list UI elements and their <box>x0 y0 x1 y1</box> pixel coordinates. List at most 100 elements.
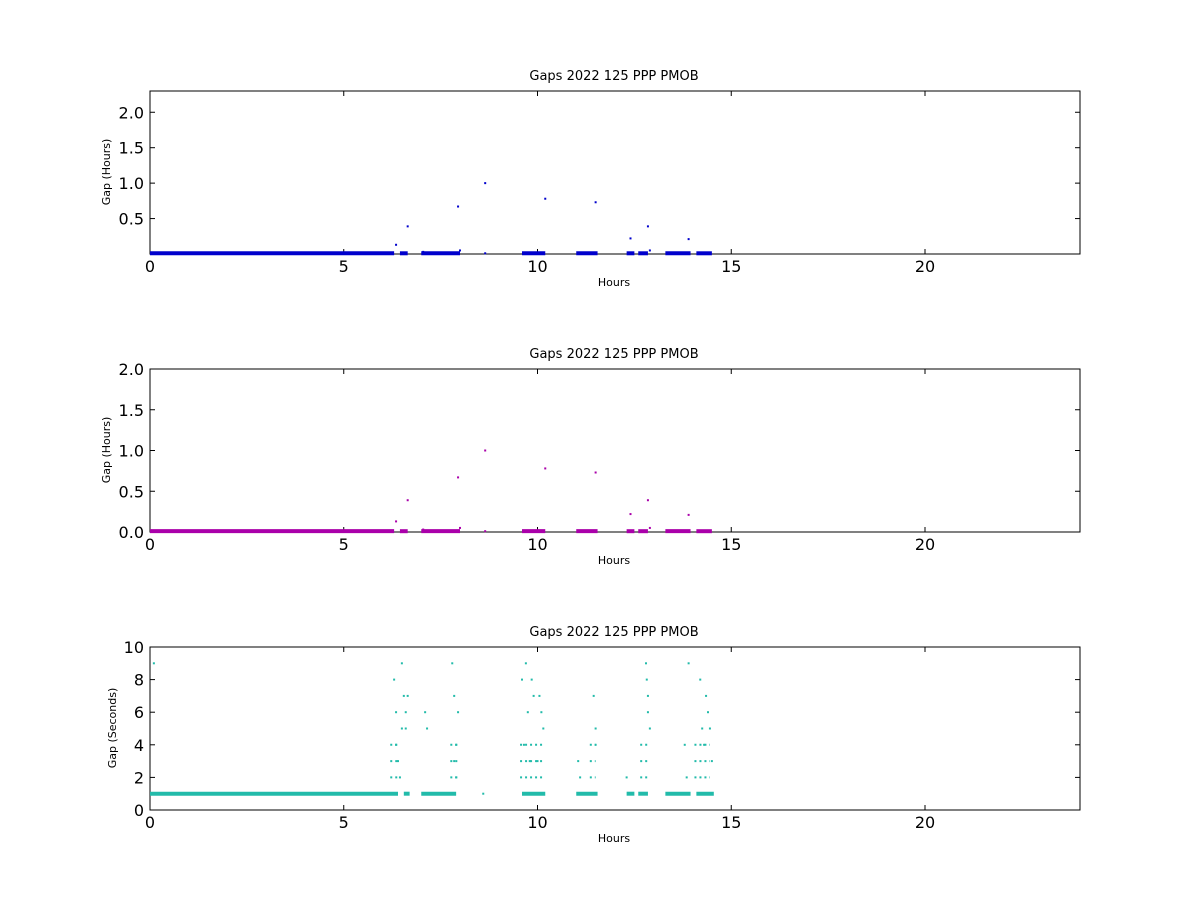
x-tick-label: 0 <box>145 813 155 832</box>
data-point <box>402 694 405 697</box>
y-tick-label: 1.5 <box>119 139 144 158</box>
x-tick-label: 10 <box>527 813 547 832</box>
data-point <box>627 792 630 795</box>
x-tick-label: 5 <box>339 257 349 276</box>
data-point <box>594 727 597 730</box>
data-point <box>579 776 582 779</box>
chart-panel-middle: Gaps 2022 125 PPP PMOB Hours Gap (Hours)… <box>100 347 1081 567</box>
data-point <box>530 678 533 681</box>
y-tick-label: 1.0 <box>119 174 144 193</box>
data-point <box>451 662 454 665</box>
data-point <box>645 678 648 681</box>
x-tick-label: 15 <box>721 257 741 276</box>
data-point <box>455 743 458 746</box>
data-point <box>457 205 460 208</box>
data-point <box>687 662 690 665</box>
data-point <box>683 743 686 746</box>
y-axis-label: Gap (Seconds) <box>106 688 119 769</box>
y-axis-label: Gap (Hours) <box>100 139 113 206</box>
data-point <box>594 743 597 746</box>
y-tick-label: 10 <box>124 638 144 657</box>
data-point <box>395 743 398 746</box>
data-point <box>544 467 547 470</box>
y-axis-label: Gap (Hours) <box>100 417 113 484</box>
data-point <box>629 237 632 240</box>
data-point <box>395 243 398 246</box>
data-point <box>453 760 456 763</box>
x-tick-label: 5 <box>339 535 349 554</box>
data-point <box>398 776 401 779</box>
chart-title: Gaps 2022 125 PPP PMOB <box>529 347 698 362</box>
data-point <box>544 197 547 200</box>
data-point <box>542 727 545 730</box>
x-tick-label: 10 <box>527 257 547 276</box>
data-point <box>395 520 398 523</box>
data-point <box>484 530 487 533</box>
chart-title: Gaps 2022 125 PPP PMOB <box>529 625 698 640</box>
data-point <box>594 201 597 204</box>
data-point <box>526 711 529 714</box>
y-tick-label: 0.0 <box>119 523 144 542</box>
data-point <box>646 225 649 228</box>
data-point <box>685 776 688 779</box>
chart-panel-top: Gaps 2022 125 PPP PMOB Hours Gap (Hours)… <box>100 69 1081 289</box>
x-axis-label: Hours <box>598 554 630 567</box>
data-point <box>400 727 403 730</box>
data-point <box>699 678 702 681</box>
chart-panel-bottom: Gaps 2022 125 PPP PMOB Hours Gap (Second… <box>106 625 1081 845</box>
y-tick-label: 6 <box>134 703 144 722</box>
data-point <box>457 476 460 479</box>
chart-title: Gaps 2022 125 PPP PMOB <box>529 69 698 84</box>
data-point <box>484 182 487 185</box>
data-point <box>708 727 711 730</box>
plot-frame <box>149 368 1081 533</box>
x-tick-label: 10 <box>527 535 547 554</box>
y-tick-label: 4 <box>134 736 144 755</box>
data-point <box>646 694 649 697</box>
data-point <box>687 513 690 516</box>
data-point <box>457 711 460 714</box>
data-point <box>393 678 396 681</box>
x-tick-label: 20 <box>915 257 935 276</box>
data-point <box>710 760 713 763</box>
data-point <box>406 499 409 502</box>
data-point <box>522 743 525 746</box>
x-tick-label: 20 <box>915 813 935 832</box>
data-point <box>648 526 651 529</box>
data-point <box>625 776 628 779</box>
data-point <box>524 662 527 665</box>
data-point <box>536 760 539 763</box>
data-point <box>455 776 458 779</box>
data-point <box>705 694 708 697</box>
data-point <box>648 249 651 252</box>
data-point <box>484 252 487 255</box>
data-point <box>397 760 399 763</box>
y-tick-label: 1.0 <box>119 442 144 461</box>
y-tick-label: 2.0 <box>119 360 144 379</box>
data-point <box>521 678 523 681</box>
x-tick-label: 0 <box>145 535 155 554</box>
x-tick-label: 0 <box>145 257 155 276</box>
x-tick-label: 20 <box>915 535 935 554</box>
data-point <box>538 694 541 697</box>
plot-frame <box>149 90 1081 255</box>
data-point <box>453 694 456 697</box>
data-point <box>484 449 487 452</box>
data-point <box>406 694 409 697</box>
data-point <box>592 694 595 697</box>
data-point <box>426 727 429 730</box>
data-point <box>406 225 409 228</box>
y-tick-label: 0.5 <box>119 482 144 501</box>
data-point <box>482 792 485 795</box>
y-tick-label: 1.5 <box>119 401 144 420</box>
data-point <box>422 250 425 253</box>
y-tick-label: 2 <box>134 768 144 787</box>
data-point <box>646 499 649 502</box>
y-tick-label: 8 <box>134 671 144 690</box>
data-point <box>701 727 704 730</box>
x-tick-label: 15 <box>721 813 741 832</box>
data-point <box>577 760 580 763</box>
x-tick-label: 5 <box>339 813 349 832</box>
data-point <box>395 711 398 714</box>
